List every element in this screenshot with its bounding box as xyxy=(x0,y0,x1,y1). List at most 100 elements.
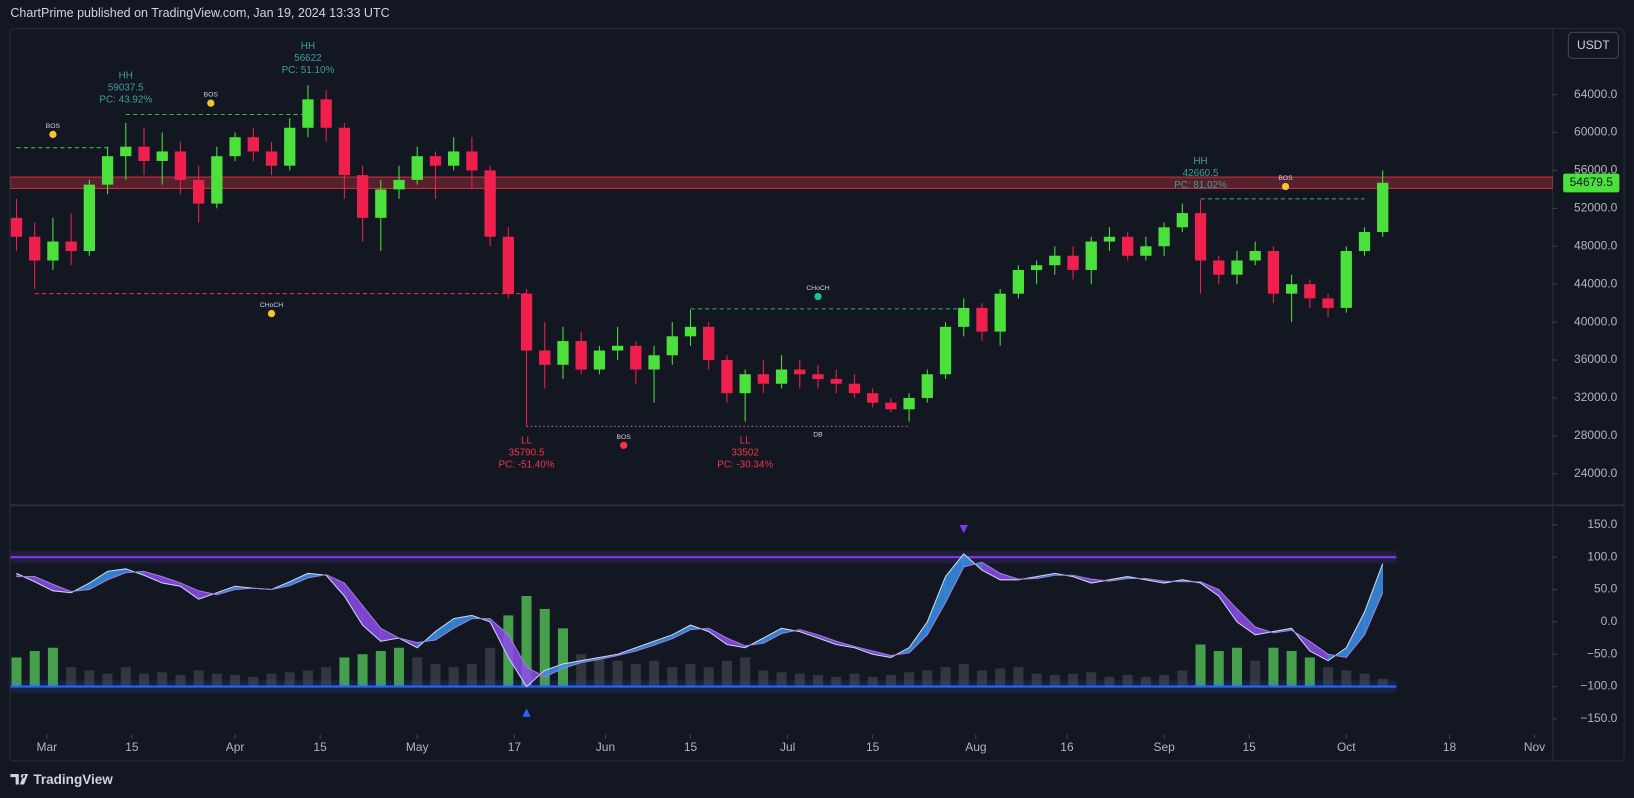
candle-body xyxy=(356,175,369,218)
histogram-bar xyxy=(976,670,987,687)
histogram-bar xyxy=(758,670,769,687)
signal-line xyxy=(16,561,1384,678)
candle-body xyxy=(265,151,278,166)
histogram-bar xyxy=(831,676,842,687)
y-tick-label: 32000.0 xyxy=(1574,390,1618,404)
candle-body xyxy=(830,378,842,384)
pivot-label: PC: 43.92% xyxy=(99,95,152,106)
candle-body xyxy=(193,179,205,204)
candle-body xyxy=(429,156,442,166)
histogram-bar xyxy=(47,647,58,687)
y-tick-label: 64000.0 xyxy=(1574,87,1618,101)
candle-body xyxy=(393,179,405,190)
candle-body xyxy=(1140,246,1152,256)
histogram-bar xyxy=(1304,657,1315,687)
structure-marker xyxy=(207,99,215,107)
histogram-bar xyxy=(248,676,259,687)
x-tick-label: Oct xyxy=(1337,740,1356,754)
candle-body xyxy=(575,341,587,370)
histogram-bar xyxy=(1268,647,1279,687)
brand: TradingView xyxy=(33,772,113,787)
histogram-bar xyxy=(466,663,477,687)
histogram-bar xyxy=(485,647,496,687)
y-tick-label: −150.0 xyxy=(1580,711,1617,725)
histogram-bar xyxy=(740,657,751,687)
candle-body xyxy=(101,156,114,185)
histogram-bar xyxy=(1049,674,1060,687)
y-tick-label: 100.0 xyxy=(1587,549,1617,563)
histogram-bar xyxy=(412,657,423,687)
candle-body xyxy=(1176,213,1188,228)
histogram-bar xyxy=(594,657,605,687)
histogram-bar xyxy=(1177,670,1188,687)
histogram-bar xyxy=(394,647,405,687)
candle-body xyxy=(466,151,478,171)
histogram-bar xyxy=(1377,678,1388,687)
x-tick-label: Aug xyxy=(965,740,986,754)
histogram-bar xyxy=(357,654,368,687)
x-tick-label: 16 xyxy=(1060,740,1074,754)
candle-body xyxy=(1213,260,1225,275)
histogram-bar xyxy=(11,657,22,687)
histogram-bar xyxy=(667,667,678,687)
structure-marker xyxy=(1281,182,1290,191)
candle-body xyxy=(375,189,387,218)
logo-icon xyxy=(10,774,29,785)
structure-marker xyxy=(267,309,276,318)
histogram-bar xyxy=(849,673,860,687)
histogram-bar xyxy=(29,650,40,687)
candle-body xyxy=(1067,255,1079,270)
signal-arrow xyxy=(959,525,968,534)
candle-body xyxy=(211,156,223,204)
histogram-bar xyxy=(794,673,805,687)
candle-body xyxy=(994,293,1006,332)
y-tick-label: −100.0 xyxy=(1580,679,1617,693)
candle-body xyxy=(65,241,77,252)
marker-label: BOS xyxy=(617,434,632,441)
histogram-bar xyxy=(703,667,714,687)
pivot-label: 56622 xyxy=(294,53,321,64)
candle-body xyxy=(775,369,788,384)
marker-label: BOS xyxy=(204,92,219,99)
structure-marker xyxy=(49,130,57,139)
histogram-bar xyxy=(812,674,824,687)
candle-body xyxy=(1285,284,1298,294)
candle-body xyxy=(648,355,660,370)
x-tick-label: 17 xyxy=(508,740,522,754)
histogram-bar xyxy=(904,672,915,687)
histogram-bar xyxy=(1286,650,1297,687)
candle-body xyxy=(83,184,96,252)
candle-body xyxy=(885,402,897,410)
x-tick-label: Jul xyxy=(780,740,795,754)
histogram-bar xyxy=(66,667,77,687)
candle-body xyxy=(703,326,715,361)
signal-arrow xyxy=(522,708,531,717)
candle-body xyxy=(229,137,241,157)
candle-body xyxy=(284,127,296,166)
candle-body xyxy=(666,336,678,356)
histogram-bar xyxy=(649,660,660,687)
histogram-bar xyxy=(1013,667,1024,687)
histogram-bar xyxy=(1213,650,1224,687)
chart-note: DB xyxy=(813,432,823,439)
x-tick-label: Nov xyxy=(1524,740,1545,754)
y-tick-label: 0.0 xyxy=(1601,614,1618,628)
candle-body xyxy=(338,127,351,176)
wave-line xyxy=(16,553,1384,688)
currency-label[interactable]: USDT xyxy=(1577,38,1610,52)
candle-body xyxy=(848,383,861,394)
histogram-bar xyxy=(1031,673,1042,687)
currency-button[interactable] xyxy=(1567,31,1619,59)
histogram-bar xyxy=(1086,672,1097,687)
y-tick-label: 44000.0 xyxy=(1574,276,1618,290)
histogram-bar xyxy=(1250,660,1261,687)
pivot-label: HH xyxy=(301,41,315,52)
histogram-bar xyxy=(430,663,441,687)
histogram-bar xyxy=(266,673,277,687)
axes: 64000.0 60000.0 56000.0 52000.0 48000.0 44000… xyxy=(37,87,1620,754)
histogram-bar xyxy=(1104,676,1115,687)
candle-body xyxy=(630,345,642,370)
last-price-box xyxy=(1563,173,1620,193)
candle-body xyxy=(721,360,733,394)
candle-body xyxy=(484,170,496,237)
